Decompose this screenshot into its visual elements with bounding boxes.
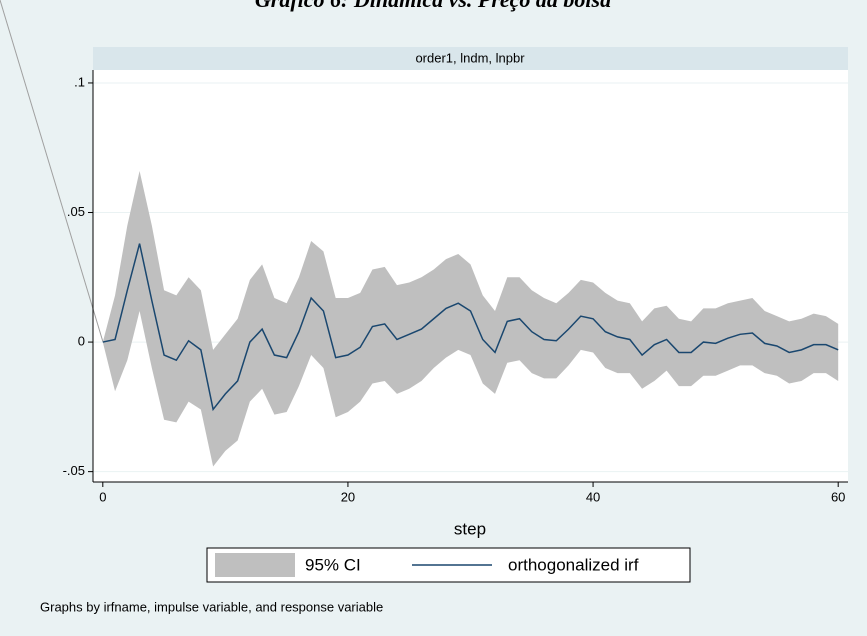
x-axis-label: step xyxy=(454,519,486,538)
note: Graphs by irfname, impulse variable, and… xyxy=(40,599,383,614)
x-tick-label: 20 xyxy=(341,489,355,504)
x-tick-label: 60 xyxy=(831,489,845,504)
legend-label: 95% CI xyxy=(305,555,361,574)
x-tick-label: 40 xyxy=(586,489,600,504)
chart-title: Gráfico 6: Dinâmica vs. Preço da bolsa xyxy=(255,0,611,12)
panel-title: order1, lndm, lnpbr xyxy=(415,50,525,65)
legend-swatch xyxy=(215,553,295,577)
artifact-line xyxy=(0,0,104,343)
y-tick-label: .05 xyxy=(67,204,85,219)
ci-band xyxy=(102,171,839,467)
y-tick-label: -.05 xyxy=(63,463,85,478)
irf-line xyxy=(102,243,839,412)
panel-header xyxy=(93,47,848,70)
x-tick-label: 0 xyxy=(99,489,106,504)
y-tick-label: .1 xyxy=(74,74,85,89)
y-tick-label: 0 xyxy=(78,334,85,349)
legend-label: orthogonalized irf xyxy=(508,555,639,574)
